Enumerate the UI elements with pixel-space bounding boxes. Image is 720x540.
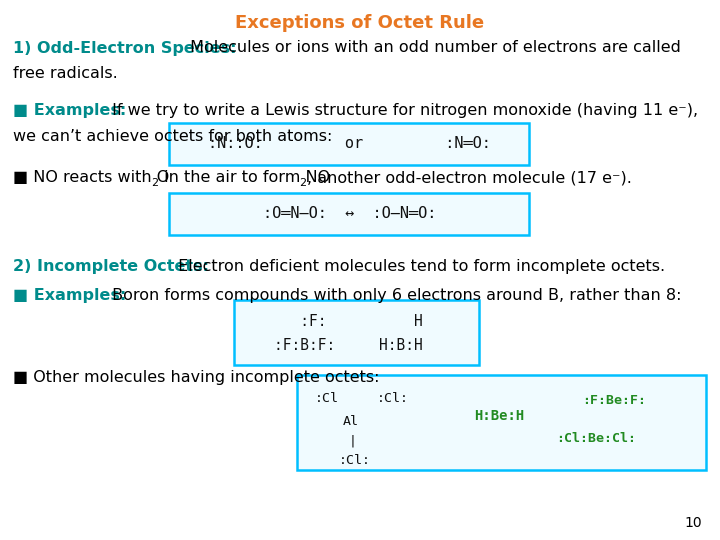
FancyBboxPatch shape bbox=[169, 193, 529, 235]
Text: :Cl: :Cl bbox=[315, 392, 339, 404]
Text: ■ NO reacts with O: ■ NO reacts with O bbox=[13, 170, 169, 185]
Text: :F:Be:F:: :F:Be:F: bbox=[582, 394, 646, 407]
Text: ■ Examples:: ■ Examples: bbox=[13, 103, 126, 118]
Text: :O═N–O:  ↔  :O–N═O:: :O═N–O: ↔ :O–N═O: bbox=[263, 206, 436, 221]
Text: 2) Incomplete Octets:: 2) Incomplete Octets: bbox=[13, 259, 209, 274]
Text: :F:          H: :F: H bbox=[274, 314, 423, 329]
Text: H:Be:H: H:Be:H bbox=[474, 409, 524, 423]
FancyBboxPatch shape bbox=[169, 123, 529, 165]
Text: |: | bbox=[348, 435, 356, 448]
Text: Boron forms compounds with only 6 electrons around B, rather than 8:: Boron forms compounds with only 6 electr… bbox=[107, 288, 681, 303]
Text: ■ Other molecules having incomplete octets:: ■ Other molecules having incomplete octe… bbox=[13, 370, 379, 385]
Text: :F:B:F:     H:B:H: :F:B:F: H:B:H bbox=[274, 338, 423, 353]
Text: 1) Odd-Electron Species:: 1) Odd-Electron Species: bbox=[13, 40, 236, 56]
Text: in the air to form NO: in the air to form NO bbox=[159, 170, 330, 185]
Text: Al: Al bbox=[343, 415, 359, 428]
Text: :Cl:: :Cl: bbox=[377, 392, 408, 404]
Text: 2: 2 bbox=[299, 178, 306, 188]
Text: ■ Examples:: ■ Examples: bbox=[13, 288, 126, 303]
Text: :Cl:Be:Cl:: :Cl:Be:Cl: bbox=[557, 432, 636, 445]
Text: Exceptions of Octet Rule: Exceptions of Octet Rule bbox=[235, 14, 485, 31]
Text: :Cl:: :Cl: bbox=[338, 454, 370, 467]
Text: 2: 2 bbox=[151, 178, 158, 188]
Text: Molecules or ions with an odd number of electrons are called: Molecules or ions with an odd number of … bbox=[185, 40, 681, 56]
FancyBboxPatch shape bbox=[297, 375, 706, 470]
Text: Electron deficient molecules tend to form incomplete octets.: Electron deficient molecules tend to for… bbox=[173, 259, 665, 274]
Text: :N::O:         or         :N═O:: :N::O: or :N═O: bbox=[208, 136, 490, 151]
Text: free radicals.: free radicals. bbox=[13, 66, 117, 82]
FancyBboxPatch shape bbox=[234, 300, 479, 365]
Text: If we try to write a Lewis structure for nitrogen monoxide (having 11 e⁻),: If we try to write a Lewis structure for… bbox=[107, 103, 698, 118]
Text: 10: 10 bbox=[685, 516, 702, 530]
Text: , another odd-electron molecule (17 e⁻).: , another odd-electron molecule (17 e⁻). bbox=[307, 170, 631, 185]
Text: we can’t achieve octets for both atoms:: we can’t achieve octets for both atoms: bbox=[13, 129, 333, 144]
